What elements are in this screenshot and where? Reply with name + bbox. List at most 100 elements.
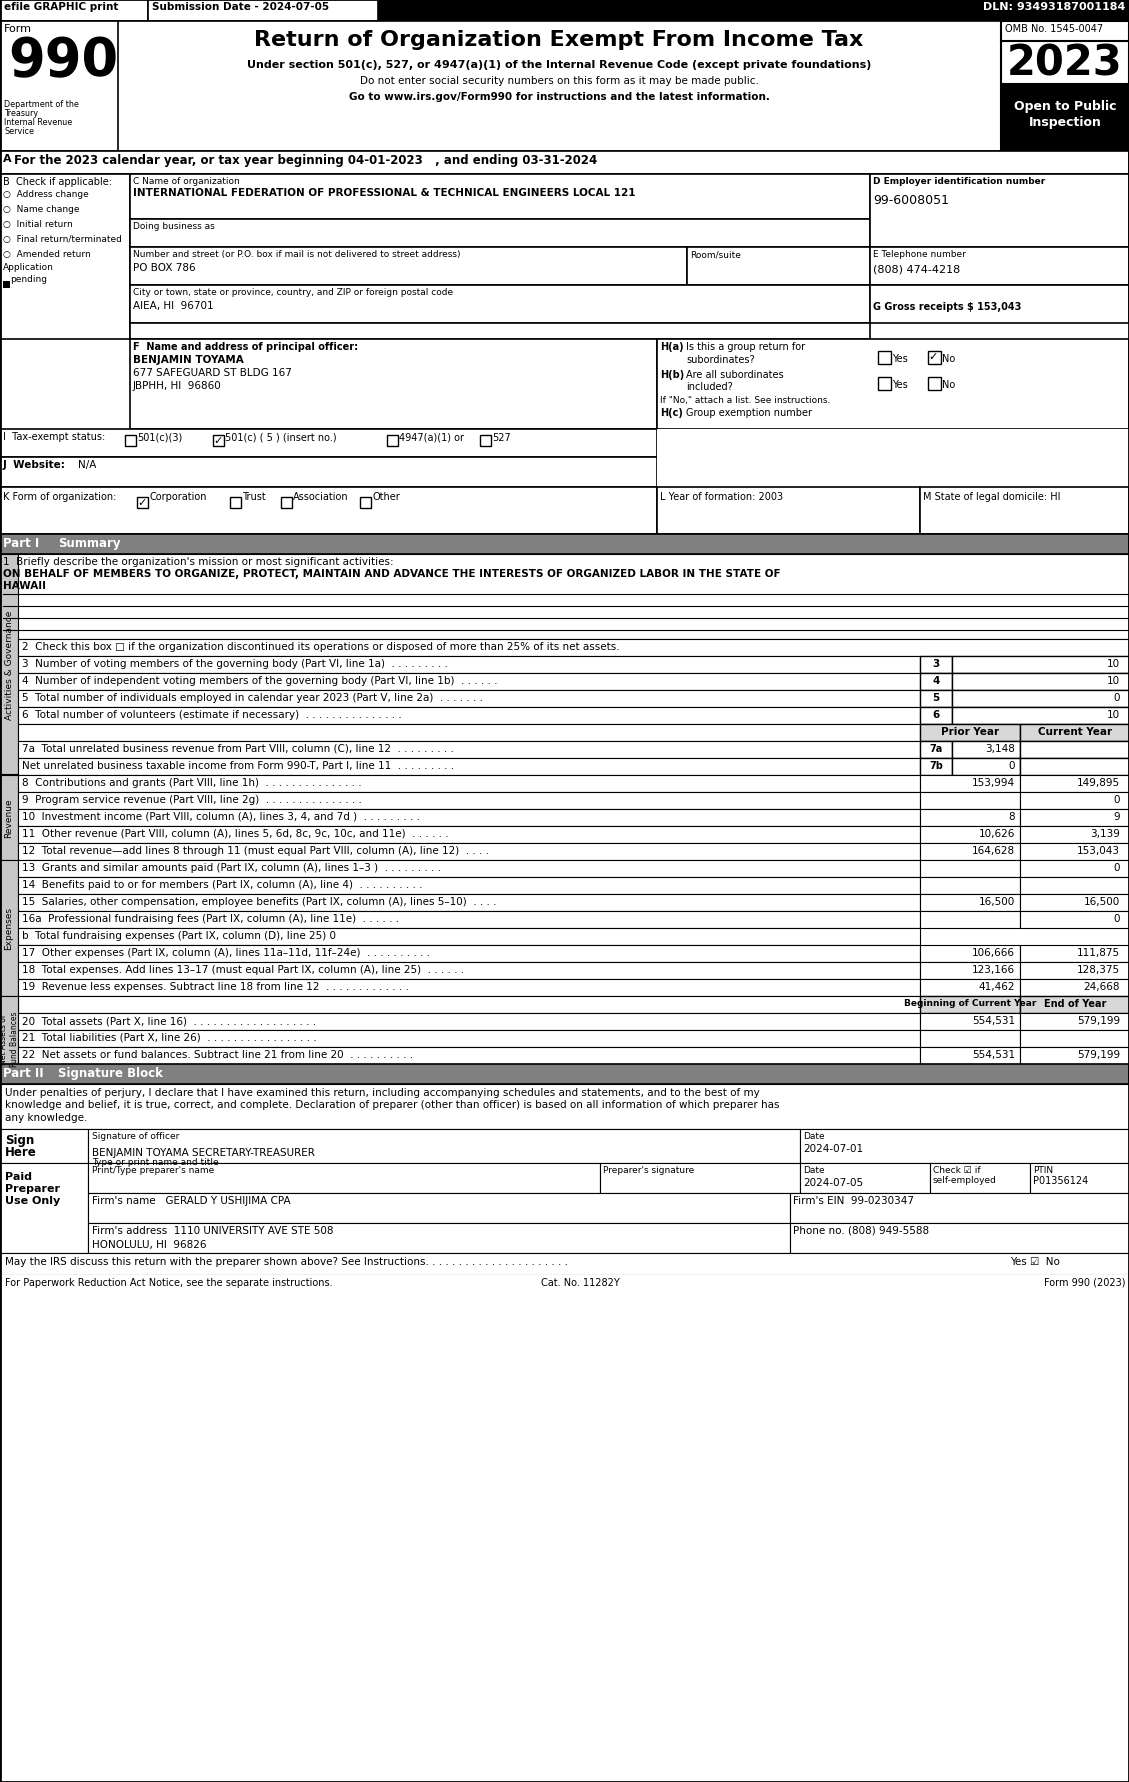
Bar [870,175,1129,248]
Bar [387,437,399,447]
Text: 3,139: 3,139 [1091,829,1120,839]
Bar [1019,725,1129,741]
Text: 7b: 7b [929,761,943,770]
Text: 106,666: 106,666 [972,948,1015,957]
Text: Group exemption number: Group exemption number [686,408,812,417]
Bar [0,458,657,488]
Bar [0,861,18,996]
Text: Firm's address  1110 UNIVERSITY AVE STE 508: Firm's address 1110 UNIVERSITY AVE STE 5… [91,1226,333,1235]
Bar [920,656,952,674]
Text: Corporation: Corporation [149,492,207,503]
Bar [1019,861,1129,877]
Text: INTERNATIONAL FEDERATION OF PROFESSIONAL & TECHNICAL ENGINEERS LOCAL 121: INTERNATIONAL FEDERATION OF PROFESSIONAL… [133,187,636,198]
Text: Date: Date [803,1165,824,1174]
Text: I  Tax-exempt status:: I Tax-exempt status: [3,431,105,442]
Bar [688,248,870,285]
Bar [18,741,920,759]
Text: N/A: N/A [78,460,96,470]
Text: ○  Name change: ○ Name change [3,205,79,214]
Bar [0,21,1129,151]
Text: 4947(a)(1) or: 4947(a)(1) or [399,433,464,442]
Text: 153,043: 153,043 [1077,845,1120,855]
Text: Phone no. (808) 949-5588: Phone no. (808) 949-5588 [793,1226,929,1235]
Bar [0,996,18,1064]
Bar [18,1048,920,1064]
Text: D Employer identification number: D Employer identification number [873,176,1045,185]
Text: 8: 8 [1008,811,1015,822]
Text: subordinates?: subordinates? [686,355,754,365]
Bar [952,674,1129,691]
Text: 9  Program service revenue (Part VIII, line 2g)  . . . . . . . . . . . . . . .: 9 Program service revenue (Part VIII, li… [21,795,362,804]
Text: Activities & Governance: Activities & Governance [5,609,14,720]
Text: Service: Service [5,127,34,135]
Bar [790,1222,1129,1253]
Text: 2  Check this box □ if the organization discontinued its operations or disposed : 2 Check this box □ if the organization d… [21,642,620,652]
Bar [230,497,240,508]
Text: Signature Block: Signature Block [58,1066,163,1080]
Bar [18,691,920,707]
Text: 0: 0 [1008,761,1015,770]
Text: 149,895: 149,895 [1077,777,1120,788]
Text: B  Check if applicable:: B Check if applicable: [3,176,112,187]
Bar [18,1030,920,1048]
Bar [137,497,148,508]
Bar [0,429,657,458]
Bar [800,1164,930,1194]
Text: G Gross receipts $ 153,043: G Gross receipts $ 153,043 [873,301,1022,312]
Bar [18,895,920,911]
Text: Summary: Summary [58,536,121,549]
Text: 527: 527 [492,433,510,442]
Text: 21  Total liabilities (Part X, line 26)  . . . . . . . . . . . . . . . . .: 21 Total liabilities (Part X, line 26) .… [21,1032,316,1042]
Bar [952,707,1129,725]
Bar [1019,911,1129,928]
Bar [657,429,1129,488]
Text: H(c): H(c) [660,408,683,417]
Text: 10: 10 [1106,709,1120,720]
Bar [1019,895,1129,911]
Text: H(b): H(b) [660,371,684,380]
Bar [800,1130,1129,1164]
Bar [0,175,130,340]
Text: 3  Number of voting members of the governing body (Part VI, line 1a)  . . . . . : 3 Number of voting members of the govern… [21,659,448,668]
Bar [1019,1048,1129,1064]
Bar [920,1048,1019,1064]
Text: H(a): H(a) [660,342,684,351]
Text: Other: Other [371,492,400,503]
Bar [0,0,1129,21]
Text: L Year of formation: 2003: L Year of formation: 2003 [660,492,784,503]
Bar [920,707,952,725]
Bar [920,488,1129,535]
Text: F  Name and address of principal officer:: F Name and address of principal officer: [133,342,358,351]
Text: 10: 10 [1106,675,1120,686]
Text: 123,166: 123,166 [972,964,1015,975]
Text: AIEA, HI  96701: AIEA, HI 96701 [133,301,213,310]
Text: Submission Date - 2024-07-05: Submission Date - 2024-07-05 [152,2,330,12]
Text: 501(c) ( 5 ) (insert no.): 501(c) ( 5 ) (insert no.) [225,433,336,442]
Text: 9: 9 [1113,811,1120,822]
Bar [18,980,920,996]
Text: Room/suite: Room/suite [690,249,741,258]
Text: JBPHH, HI  96860: JBPHH, HI 96860 [133,381,221,390]
Bar [0,1276,1129,1294]
Bar [18,1014,920,1030]
Bar [0,0,148,21]
Bar [18,877,920,895]
Text: For the 2023 calendar year, or tax year beginning 04-01-2023   , and ending 03-3: For the 2023 calendar year, or tax year … [14,153,597,168]
Text: 24,668: 24,668 [1084,982,1120,991]
Text: 111,875: 111,875 [1077,948,1120,957]
Text: 4: 4 [933,675,939,686]
Text: HONOLULU, HI  96826: HONOLULU, HI 96826 [91,1238,207,1249]
Text: 8  Contributions and grants (Part VIII, line 1h)  . . . . . . . . . . . . . . .: 8 Contributions and grants (Part VIII, l… [21,777,361,788]
Text: 5  Total number of individuals employed in calendar year 2023 (Part V, line 2a) : 5 Total number of individuals employed i… [21,693,483,702]
Text: 17  Other expenses (Part IX, column (A), lines 11a–11d, 11f–24e)  . . . . . . . : 17 Other expenses (Part IX, column (A), … [21,948,430,957]
Bar [0,1085,1129,1130]
Bar [920,1030,1019,1048]
Text: included?: included? [686,381,733,392]
Text: 10,626: 10,626 [979,829,1015,839]
Text: 501(c)(3): 501(c)(3) [137,433,182,442]
Bar [920,911,1019,928]
Bar [920,877,1019,895]
Text: 2024-07-01: 2024-07-01 [803,1144,864,1153]
Bar [0,554,1129,640]
Text: DLN: 93493187001184: DLN: 93493187001184 [982,2,1124,12]
